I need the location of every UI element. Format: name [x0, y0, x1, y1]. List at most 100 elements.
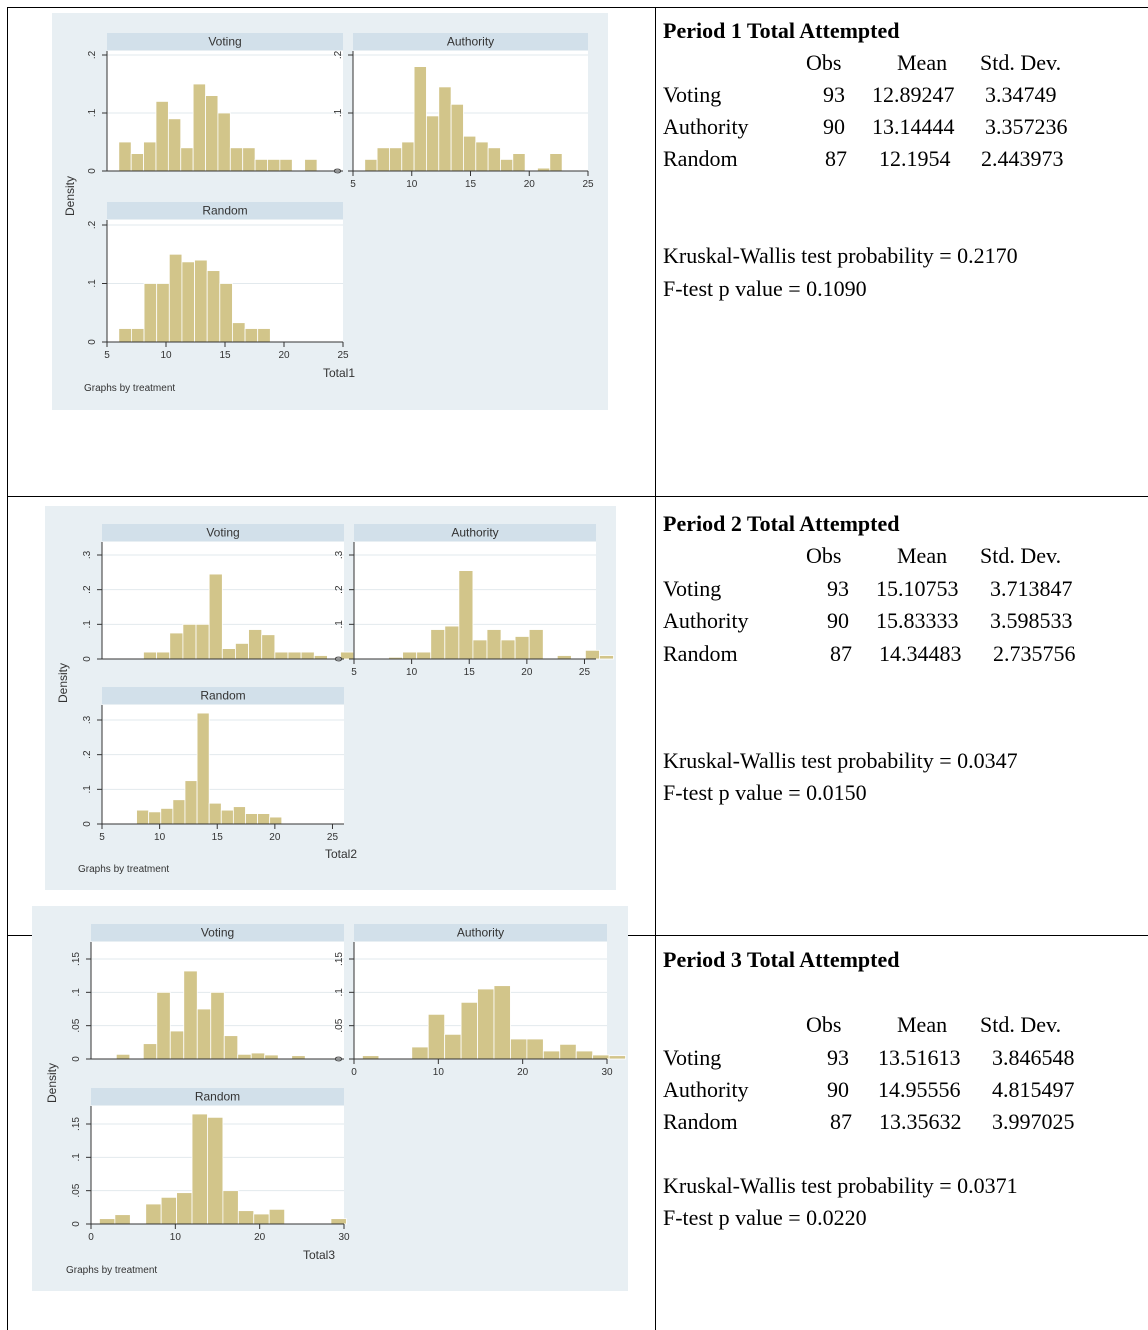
mean-value: 13.51613	[878, 1045, 961, 1070]
x-tick-label: 5	[351, 667, 357, 678]
histogram-bar	[389, 147, 403, 172]
histogram-bar	[526, 1038, 544, 1060]
histogram-bar	[217, 112, 231, 172]
y-tick-label: 0	[82, 656, 93, 662]
histogram-bar	[475, 141, 489, 172]
f-test-result: F-test p value = 0.0150	[663, 780, 867, 805]
histogram-bar	[304, 158, 318, 172]
histogram-bar	[194, 259, 208, 343]
x-tick-label: 5	[350, 179, 356, 190]
panel-header-authority	[354, 524, 596, 541]
y-axis-title: Density	[56, 663, 70, 703]
histogram-bar	[195, 623, 210, 660]
histogram-bar	[156, 651, 171, 660]
histogram-bar	[145, 1203, 162, 1225]
histogram-bar	[257, 328, 271, 343]
histogram-bar	[500, 639, 516, 660]
histogram-bar	[136, 809, 150, 825]
stats-row-random: Random 87 12.1954 2.443973	[663, 146, 1123, 176]
panel-title-random: Random	[200, 689, 245, 703]
histogram-bar	[169, 632, 184, 660]
histogram-bar	[210, 991, 225, 1060]
x-tick-label: 10	[160, 350, 172, 361]
histogram-bar	[232, 322, 246, 343]
histogram-bar	[274, 651, 289, 660]
histogram-bar	[208, 573, 223, 660]
row-label: Authority	[663, 608, 749, 633]
histogram-svg-period-2: Voting 0 .1 .2 .3 Authority 0 .1 .2 .3 5 10 15 20 25 Ra…	[56, 524, 614, 875]
x-tick-label: 20	[278, 350, 290, 361]
histogram-svg-period-3: Voting 0 .05 .1 .15 Authority 0 .05 .1 .15 0 10 20 30…	[45, 924, 626, 1276]
histogram-bar	[192, 83, 206, 172]
histogram-bar	[549, 153, 563, 172]
x-axis-title: Total1	[323, 366, 355, 380]
mean-value: 15.83333	[876, 608, 959, 633]
x-tick-label: 15	[464, 667, 476, 678]
histogram-bar	[168, 253, 183, 343]
y-tick-label: 0	[87, 168, 98, 174]
histogram-bar	[235, 642, 249, 660]
sd-value: 2.443973	[981, 146, 1064, 171]
histogram-bar	[114, 1214, 131, 1225]
y-tick-label: 0	[334, 1056, 345, 1062]
histogram-bar	[376, 147, 390, 172]
histogram-bar	[493, 985, 511, 1060]
plot-area-random	[102, 705, 344, 824]
histogram-bar	[300, 651, 315, 660]
sd-value: 4.815497	[992, 1077, 1075, 1102]
y-tick-label: 0	[71, 1221, 82, 1227]
histogram-bar	[269, 816, 283, 825]
x-tick-label: 25	[582, 179, 594, 190]
y-tick-label: 0	[82, 821, 93, 827]
panel-header-random	[107, 202, 343, 219]
histogram-bar	[207, 1116, 224, 1225]
histogram-bar	[427, 1013, 446, 1060]
plot-area-authority	[354, 542, 596, 659]
histogram-bar	[156, 283, 170, 343]
mean-header: Mean	[897, 1012, 948, 1037]
obs-value: 90	[827, 1077, 849, 1102]
stats-header-row: Obs Mean Std. Dev.	[663, 50, 1123, 80]
row-label: Authority	[663, 1077, 749, 1102]
mean-value: 14.95556	[878, 1077, 961, 1102]
stats-row-voting: Voting 93 12.89247 3.34749	[663, 82, 1123, 112]
histogram-bar	[115, 1053, 131, 1060]
histogram-bar	[444, 625, 460, 660]
panel-header-voting	[102, 524, 344, 541]
obs-header: Obs	[806, 543, 842, 568]
sd-value: 3.846548	[992, 1045, 1075, 1070]
stats-title: Period 3 Total Attempted	[663, 947, 900, 972]
histogram-bar	[608, 1055, 626, 1060]
histogram-bar	[99, 1218, 116, 1225]
panel-title-voting: Voting	[206, 526, 239, 540]
histogram-bar	[205, 95, 219, 172]
histogram-bar	[142, 1043, 158, 1060]
histogram-bar	[118, 141, 132, 172]
graphs-by-note: Graphs by treatment	[78, 864, 169, 875]
column-divider	[655, 7, 656, 1330]
row-label: Voting	[663, 576, 722, 601]
histogram-bar	[183, 970, 198, 1060]
obs-value: 90	[823, 114, 845, 139]
histogram-bar	[575, 1050, 594, 1060]
histogram-bar	[131, 328, 145, 343]
histogram-bar	[229, 147, 244, 172]
panel-header-random	[102, 687, 344, 704]
histogram-bar	[261, 634, 276, 660]
mean-header: Mean	[897, 543, 948, 568]
sd-header: Std. Dev.	[980, 1012, 1062, 1037]
panel-title-authority: Authority	[447, 35, 494, 49]
histogram-bar	[148, 811, 162, 825]
x-tick-label: 0	[88, 1232, 94, 1243]
row-label: Random	[663, 1109, 738, 1134]
graphs-by-note: Graphs by treatment	[84, 383, 175, 394]
panel-header-voting	[107, 33, 343, 50]
histogram-bar	[287, 651, 302, 660]
panel-title-voting: Voting	[201, 926, 234, 940]
x-tick-label: 10	[406, 179, 418, 190]
row-label: Random	[663, 146, 738, 171]
x-tick-label: 20	[517, 1067, 529, 1078]
histogram-bar	[542, 1050, 561, 1060]
obs-value: 93	[823, 82, 845, 107]
histogram-bar	[450, 103, 464, 172]
